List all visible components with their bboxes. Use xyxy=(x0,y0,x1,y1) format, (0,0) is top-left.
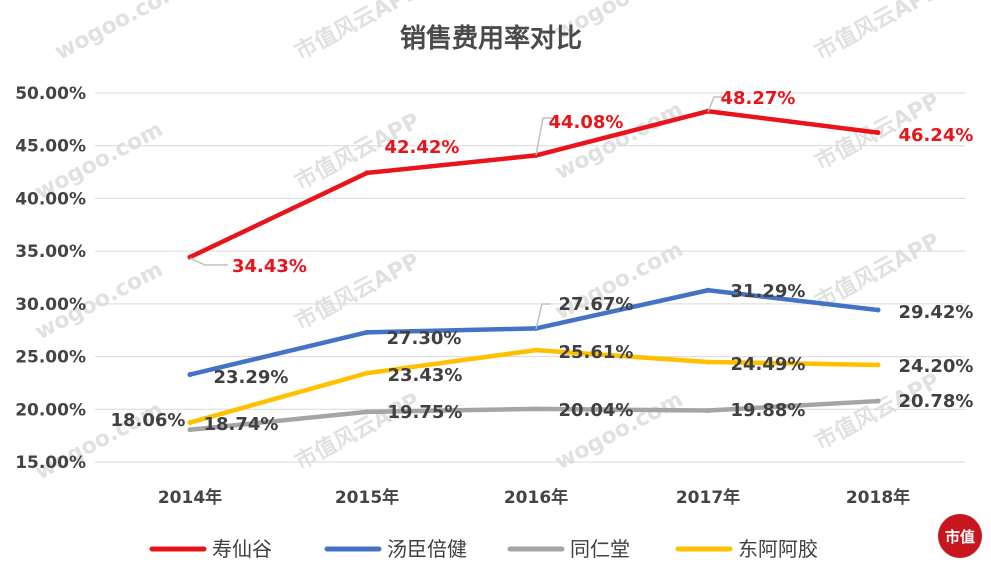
data-label: 24.20% xyxy=(899,356,974,377)
data-label: 29.42% xyxy=(899,302,974,323)
y-tick-label: 25.00% xyxy=(15,348,86,368)
legend-label: 东阿阿胶 xyxy=(738,537,818,561)
watermark-text: wogoo.com xyxy=(51,0,187,65)
x-tick-label: 2018年 xyxy=(846,487,910,508)
legend: 寿仙谷 汤臣倍健 同仁堂 东阿阿胶 xyxy=(149,537,818,561)
data-label: 20.78% xyxy=(899,391,974,412)
series-layer xyxy=(187,108,881,433)
data-label: 34.43% xyxy=(232,256,307,277)
data-labels: 34.43% 42.42% 44.08% 48.27% 46.24% 23.29% 27.3… xyxy=(111,88,974,435)
watermark-text: 市值风云APP xyxy=(291,248,424,335)
data-label: 20.04% xyxy=(559,400,634,421)
series-0-point xyxy=(364,170,370,176)
legend-label: 汤臣倍健 xyxy=(387,537,467,561)
y-tick-label: 20.00% xyxy=(15,400,86,420)
data-label: 19.75% xyxy=(388,402,463,423)
y-tick-label: 15.00% xyxy=(15,453,86,473)
series-1-point xyxy=(705,287,711,293)
y-tick-label: 50.00% xyxy=(15,84,86,104)
series-3-point xyxy=(187,420,193,426)
series-1-point xyxy=(187,372,193,378)
legend-label: 同仁堂 xyxy=(570,537,630,561)
x-tick-label: 2015年 xyxy=(335,487,399,508)
data-label: 23.43% xyxy=(388,365,463,386)
corner-logo: 市值 xyxy=(938,514,982,558)
series-2-point xyxy=(364,409,370,415)
series-line-0 xyxy=(187,108,881,260)
data-label: 18.06% xyxy=(111,410,186,431)
data-label: 46.24% xyxy=(899,125,974,146)
y-tick-label: 40.00% xyxy=(15,189,86,209)
y-tick-label: 45.00% xyxy=(15,137,86,157)
data-label: 27.30% xyxy=(387,328,462,349)
watermark-text: wogoo.com xyxy=(551,97,687,185)
series-0-point xyxy=(875,130,881,136)
x-tick-label: 2016年 xyxy=(504,487,568,508)
data-label: 48.27% xyxy=(721,88,796,109)
data-label: 44.08% xyxy=(549,112,624,133)
x-axis: 2014年 2015年 2016年 2017年 2018年 xyxy=(158,487,910,508)
leader-line xyxy=(707,96,722,113)
leader-line xyxy=(189,257,228,266)
data-label: 42.42% xyxy=(385,137,460,158)
series-2-point xyxy=(705,408,711,414)
series-1-point xyxy=(875,307,881,313)
data-label: 19.88% xyxy=(731,400,806,421)
leader-line xyxy=(535,303,550,330)
series-3-point xyxy=(533,347,539,353)
data-label: 31.29% xyxy=(731,281,806,302)
y-axis: 15.00% 20.00% 25.00% 30.00% 35.00% 40.00% 45.0… xyxy=(15,84,86,473)
x-tick-label: 2017年 xyxy=(676,487,740,508)
watermark-text: 市值风云APP xyxy=(811,0,944,65)
x-tick-label: 2014年 xyxy=(158,487,222,508)
series-2-point xyxy=(187,427,193,433)
series-0-point xyxy=(533,152,539,158)
logo-badge-icon xyxy=(938,514,982,558)
data-label: 23.29% xyxy=(214,367,289,388)
data-label: 25.61% xyxy=(559,342,634,363)
series-3-point xyxy=(875,362,881,368)
series-2-point xyxy=(875,398,881,404)
y-tick-label: 30.00% xyxy=(15,295,86,315)
y-tick-label: 35.00% xyxy=(15,242,86,262)
series-3-point xyxy=(705,359,711,365)
series-3-point xyxy=(364,370,370,376)
data-label: 24.49% xyxy=(731,354,806,375)
series-1-point xyxy=(364,329,370,335)
chart-title: 销售费用率对比 xyxy=(400,23,582,54)
logo-text: 市值 xyxy=(945,528,975,546)
series-2-point xyxy=(533,406,539,412)
leader-line xyxy=(535,117,552,156)
data-label: 27.67% xyxy=(559,294,634,315)
legend-label: 寿仙谷 xyxy=(212,537,272,561)
data-label: 18.74% xyxy=(204,414,279,435)
